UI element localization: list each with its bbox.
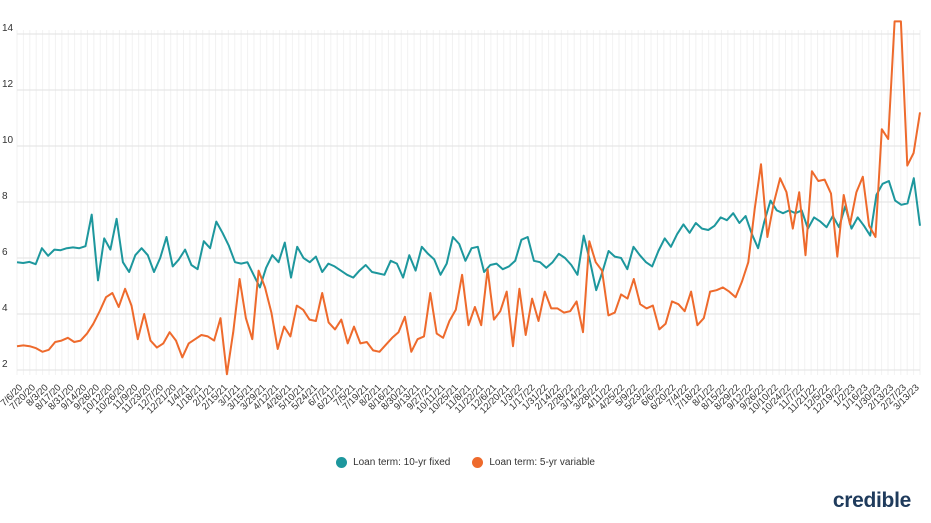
y-tick-label-4: 4 (2, 303, 8, 314)
series-line-10yr-fixed (16, 177, 921, 292)
legend-swatch-variable (472, 457, 484, 468)
y-tick-label-12: 12 (2, 79, 14, 90)
y-axis-tick-labels: 2 4 6 8 10 12 14 (2, 23, 14, 370)
legend-item-variable[interactable]: Loan term: 5-yr variable (472, 457, 595, 468)
gridlines (16, 30, 921, 375)
credible-logo: credible (832, 489, 911, 512)
x-axis-tick-labels: 7/6/207/20/208/3/208/17/208/31/209/14/20… (0, 382, 922, 416)
y-tick-label-2: 2 (2, 359, 8, 370)
series-line-5yr-variable (16, 20, 921, 376)
legend: Loan term: 10-yr fixed Loan term: 5-yr v… (0, 457, 931, 468)
legend-label-variable: Loan term: 5-yr variable (489, 457, 595, 468)
legend-item-fixed[interactable]: Loan term: 10-yr fixed (336, 457, 450, 468)
y-tick-label-8: 8 (2, 191, 8, 202)
y-tick-label-6: 6 (2, 247, 8, 258)
series-lines (16, 20, 921, 376)
legend-label-fixed: Loan term: 10-yr fixed (353, 457, 451, 468)
y-tick-label-10: 10 (2, 135, 14, 146)
y-tick-label-14: 14 (2, 23, 14, 34)
legend-swatch-fixed (336, 457, 348, 468)
